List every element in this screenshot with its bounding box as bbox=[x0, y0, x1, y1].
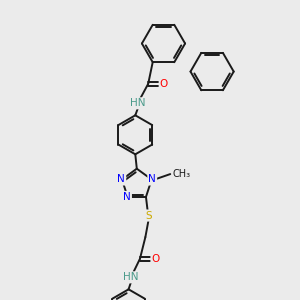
Text: O: O bbox=[152, 254, 160, 264]
Text: N: N bbox=[118, 175, 125, 184]
Text: CH₃: CH₃ bbox=[172, 169, 191, 179]
Text: S: S bbox=[145, 211, 152, 220]
Text: O: O bbox=[160, 79, 168, 89]
Text: N: N bbox=[148, 175, 156, 184]
Text: HN: HN bbox=[123, 272, 139, 282]
Text: HN: HN bbox=[130, 98, 146, 108]
Text: N: N bbox=[123, 192, 131, 202]
